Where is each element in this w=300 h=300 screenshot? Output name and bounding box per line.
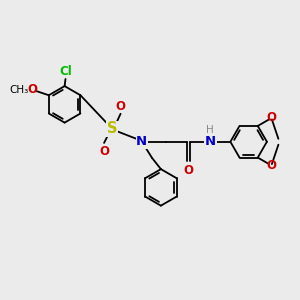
Text: O: O <box>266 112 276 124</box>
Text: O: O <box>28 83 38 96</box>
Text: N: N <box>136 135 147 148</box>
Text: O: O <box>266 159 276 172</box>
Text: O: O <box>183 164 193 177</box>
Text: S: S <box>107 121 118 136</box>
Text: CH₃: CH₃ <box>10 85 29 95</box>
Text: O: O <box>116 100 126 112</box>
Text: N: N <box>205 135 216 148</box>
Text: Cl: Cl <box>60 65 73 78</box>
Text: H: H <box>206 125 214 135</box>
Text: O: O <box>99 145 109 158</box>
